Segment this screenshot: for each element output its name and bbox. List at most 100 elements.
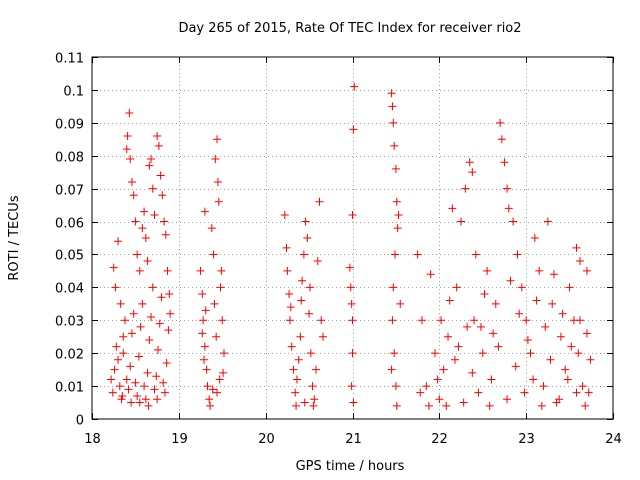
data-point [465, 158, 474, 167]
data-point [131, 378, 140, 387]
data-point [348, 349, 357, 358]
data-point [126, 155, 135, 164]
data-point [115, 382, 124, 391]
y-tick-label: 0.01 [55, 381, 84, 396]
x-tick-label: 24 [605, 432, 622, 447]
data-point [143, 368, 152, 377]
data-point [208, 385, 217, 394]
data-point [166, 309, 175, 318]
data-point [206, 401, 215, 410]
data-point [153, 131, 162, 140]
data-point [506, 276, 515, 285]
data-point [201, 306, 210, 315]
data-point [141, 234, 150, 242]
data-point [444, 332, 453, 341]
data-point [520, 388, 529, 397]
data-point [165, 289, 174, 298]
data-point [548, 299, 557, 308]
data-point [513, 250, 522, 259]
data-point [305, 309, 314, 318]
data-point [422, 382, 431, 391]
y-tick-label: 0.03 [55, 315, 84, 330]
data-point [345, 263, 354, 272]
data-point [297, 296, 306, 305]
data-point [219, 368, 228, 377]
data-point [346, 283, 355, 292]
data-point [110, 365, 119, 374]
data-point [131, 217, 140, 226]
y-tick-label: 0 [76, 414, 84, 429]
data-point [454, 342, 463, 351]
data-point [582, 266, 591, 275]
data-point [312, 365, 321, 374]
y-tick-label: 0.07 [55, 184, 84, 199]
data-point [292, 375, 301, 384]
data-point [535, 266, 544, 275]
data-point [388, 316, 397, 325]
data-point [468, 368, 477, 377]
data-point [215, 375, 224, 384]
data-point [442, 401, 451, 410]
data-point [148, 184, 157, 193]
data-point [305, 283, 314, 292]
data-point [349, 125, 358, 134]
data-point [461, 184, 470, 193]
data-point [129, 309, 138, 318]
data-point [504, 204, 513, 213]
data-point [285, 316, 294, 325]
data-point [396, 299, 405, 308]
data-point [209, 250, 218, 259]
y-tick-label: 0.04 [55, 282, 84, 297]
data-point [163, 266, 172, 275]
data-point [474, 388, 483, 397]
data-point [416, 388, 425, 397]
x-tick-label: 22 [431, 432, 448, 447]
data-point [108, 388, 117, 397]
data-point [210, 299, 219, 308]
data-point [313, 257, 322, 266]
data-point [347, 299, 356, 308]
data-point [150, 385, 159, 394]
data-point [561, 365, 570, 374]
data-point [471, 250, 480, 259]
data-point [392, 401, 401, 410]
data-point [214, 197, 223, 206]
data-point [147, 312, 156, 321]
data-point [522, 316, 531, 325]
data-point [392, 197, 401, 206]
data-point [349, 398, 358, 407]
data-point [310, 395, 319, 404]
data-point [202, 365, 211, 374]
data-point [196, 266, 205, 275]
data-point [576, 316, 585, 325]
data-point [567, 342, 576, 351]
data-point [318, 332, 327, 341]
data-point [145, 161, 154, 170]
data-point [389, 118, 398, 127]
data-point [317, 316, 326, 325]
data-point [478, 349, 487, 358]
y-tick-labels: 0 0.01 0.02 0.03 0.04 0.05 0.06 0.07 0.08 0.09 0.1… [55, 52, 84, 429]
data-point [156, 171, 165, 180]
data-point [112, 342, 121, 351]
data-point [539, 382, 548, 391]
data-point [491, 299, 500, 308]
data-point [200, 207, 209, 216]
data-point [119, 332, 128, 341]
data-point [463, 322, 472, 331]
data-point [452, 283, 461, 292]
data-point [387, 89, 396, 98]
data-point [393, 224, 402, 233]
data-point [138, 299, 147, 308]
data-point [468, 168, 477, 177]
data-point [390, 141, 399, 150]
data-point [116, 299, 125, 308]
data-point [134, 352, 143, 361]
y-tick-label: 0.11 [55, 52, 84, 67]
data-point [161, 230, 170, 239]
data-point [437, 316, 446, 325]
data-point [160, 388, 169, 397]
data-point [200, 355, 209, 364]
y-axis-label: ROTI / TECUs [7, 195, 22, 280]
